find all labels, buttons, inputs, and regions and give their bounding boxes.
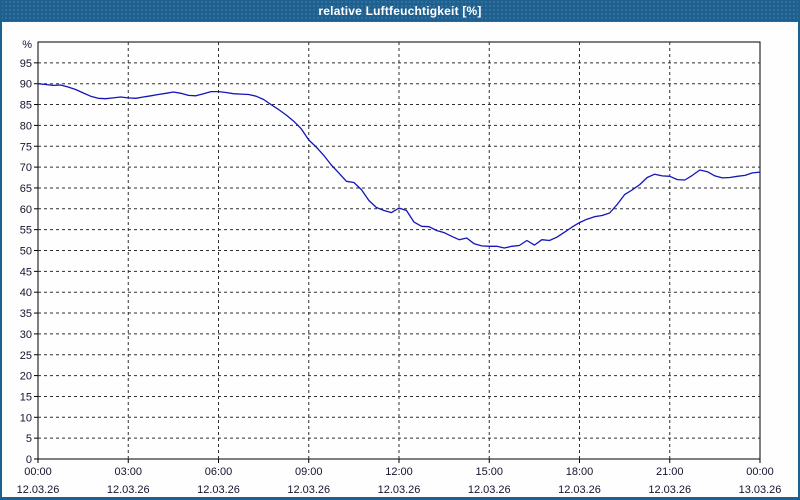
x-axis-date-label: 12.03.26: [558, 484, 601, 496]
x-axis-time-label: 18:00: [566, 466, 594, 478]
y-axis-tick-label: 30: [20, 329, 32, 341]
y-axis-tick-label: 35: [20, 308, 32, 320]
x-axis-date-label: 12.03.26: [378, 484, 421, 496]
x-axis-date-label: 13.03.26: [739, 484, 782, 496]
y-axis-tick-label: 25: [20, 350, 32, 362]
x-axis-date-label: 12.03.26: [17, 484, 60, 496]
y-axis-unit-label: %: [22, 39, 32, 51]
y-axis-tick-label: 50: [20, 246, 32, 258]
x-axis-date-label: 12.03.26: [287, 484, 330, 496]
x-axis-date-label: 12.03.26: [107, 484, 150, 496]
y-axis-tick-label: 55: [20, 225, 32, 237]
window-title: relative Luftfeuchtigkeit [%]: [318, 4, 482, 18]
y-axis-tick-label: 15: [20, 391, 32, 403]
y-axis-tick-label: 90: [20, 79, 32, 91]
x-axis-date-label: 12.03.26: [468, 484, 511, 496]
x-axis-time-label: 15:00: [475, 466, 503, 478]
x-axis-date-label: 12.03.26: [648, 484, 691, 496]
humidity-data-line: [37, 83, 761, 249]
y-axis-tick-label: 20: [20, 371, 32, 383]
y-axis-tick-label: 95: [20, 58, 32, 70]
x-axis-time-label: 09:00: [295, 466, 323, 478]
window-border-bottom: [0, 497, 800, 500]
x-axis-time-label: 00:00: [24, 466, 52, 478]
y-axis-tick-label: 85: [20, 100, 32, 112]
x-axis-time-label: 03:00: [114, 466, 142, 478]
y-axis-tick-label: 65: [20, 183, 32, 195]
x-axis-date-label: 12.03.26: [197, 484, 240, 496]
y-axis-tick-label: 80: [20, 120, 32, 132]
y-axis-tick-label: 0: [26, 454, 32, 466]
window-border-left: [0, 0, 2, 500]
y-axis-tick-label: 40: [20, 287, 32, 299]
y-axis-tick-label: 70: [20, 162, 32, 174]
x-axis-time-label: 12:00: [385, 466, 413, 478]
x-axis-time-label: 06:00: [205, 466, 233, 478]
window-border-right: [798, 0, 800, 500]
x-axis-time-label: 21:00: [656, 466, 684, 478]
y-axis-tick-label: 10: [20, 412, 32, 424]
y-axis-tick-label: 5: [26, 433, 32, 445]
x-axis-time-label: 00:00: [746, 466, 774, 478]
y-axis-tick-label: 75: [20, 141, 32, 153]
window-titlebar: relative Luftfeuchtigkeit [%]: [0, 0, 800, 22]
y-axis-tick-label: 60: [20, 204, 32, 216]
y-axis-tick-label: 45: [20, 266, 32, 278]
humidity-line-chart: 0 5 10 15 20 25 30 35 40 45 50 55 60 65 70 75 80 85 90 95% 0…: [17, 39, 782, 496]
